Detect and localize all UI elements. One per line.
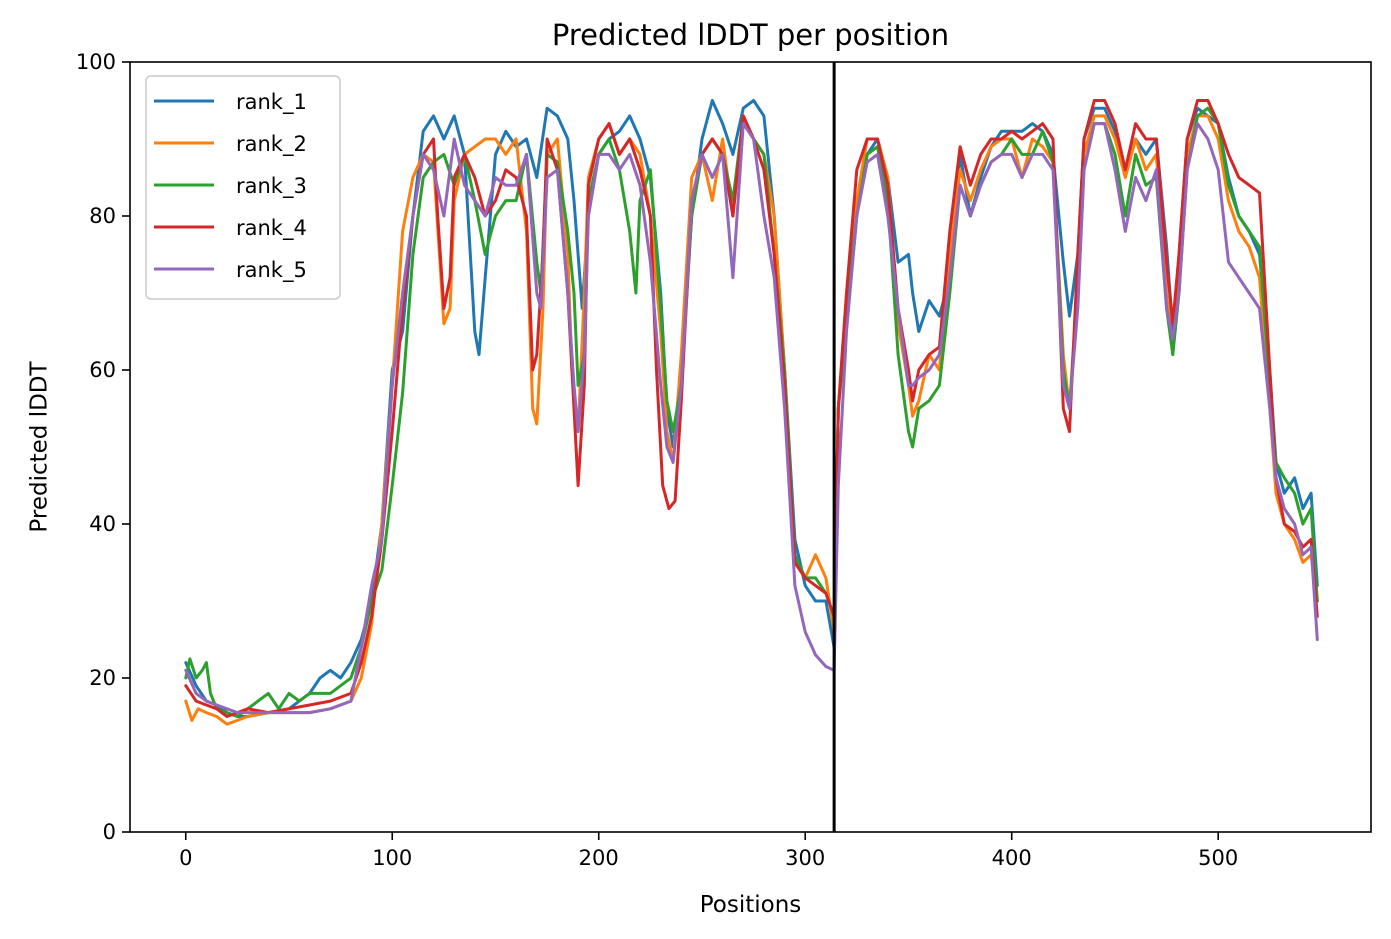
legend-label-rank-3: rank_3	[236, 174, 307, 199]
series-line-rank-4	[184, 99, 1319, 718]
plot-frame	[129, 61, 1372, 833]
x-tick-label: 300	[785, 846, 825, 870]
y-axis-label: Predicted lDDT	[27, 360, 53, 532]
x-tick-label: 500	[1198, 846, 1238, 870]
x-tick-label: 100	[372, 846, 412, 870]
y-tick-label: 80	[89, 204, 116, 228]
series-line-rank-5	[184, 122, 1319, 715]
y-tick-label: 40	[89, 512, 116, 536]
legend-label-rank-4: rank_4	[236, 216, 307, 241]
legend-label-rank-2: rank_2	[236, 132, 307, 157]
series-layer	[184, 99, 1319, 726]
chart-title: Predicted lDDT per position	[552, 18, 949, 52]
y-tick-label: 0	[103, 820, 116, 844]
ticks-layer: 0 100 200 300 400 500 0 20 40 60 80 100	[76, 50, 1238, 870]
legend: rank_1 rank_2 rank_3 rank_4 rank_5	[145, 75, 341, 300]
x-tick-label: 0	[179, 846, 192, 870]
legend-label-rank-5: rank_5	[236, 258, 307, 283]
x-tick-label: 200	[579, 846, 619, 870]
y-tick-label: 60	[89, 358, 116, 382]
legend-box	[145, 75, 341, 300]
series-line-rank-2	[184, 114, 1319, 726]
x-axis-label: Positions	[700, 892, 802, 918]
y-tick-label: 20	[89, 666, 116, 690]
legend-label-rank-1: rank_1	[236, 90, 307, 115]
x-tick-label: 400	[992, 846, 1032, 870]
y-tick-label: 100	[76, 50, 116, 74]
